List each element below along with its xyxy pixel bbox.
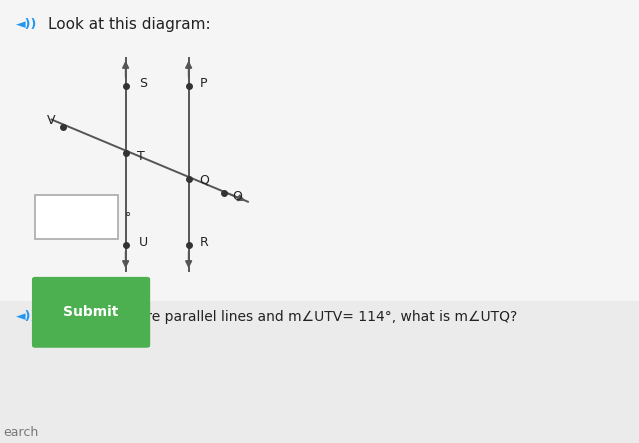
Text: R: R: [199, 237, 208, 249]
FancyBboxPatch shape: [0, 301, 639, 443]
FancyBboxPatch shape: [0, 0, 639, 301]
Text: ◄)): ◄)): [16, 18, 37, 31]
Text: U: U: [139, 237, 148, 249]
Text: P: P: [199, 77, 207, 90]
Text: T: T: [137, 150, 144, 163]
FancyBboxPatch shape: [35, 195, 118, 239]
Text: earch: earch: [3, 426, 38, 439]
Text: Submit: Submit: [63, 305, 119, 319]
Text: V: V: [47, 114, 55, 127]
FancyBboxPatch shape: [32, 277, 150, 348]
Text: Look at this diagram:: Look at this diagram:: [48, 17, 210, 32]
Text: O: O: [232, 190, 242, 203]
Text: If PR and SU are parallel lines and m∠UTV= 114°, what is m∠UTQ?: If PR and SU are parallel lines and m∠UT…: [48, 310, 517, 324]
Text: Q: Q: [199, 173, 210, 187]
Text: S: S: [139, 77, 147, 90]
Text: °: °: [125, 210, 131, 224]
Text: ◄)): ◄)): [16, 310, 37, 323]
